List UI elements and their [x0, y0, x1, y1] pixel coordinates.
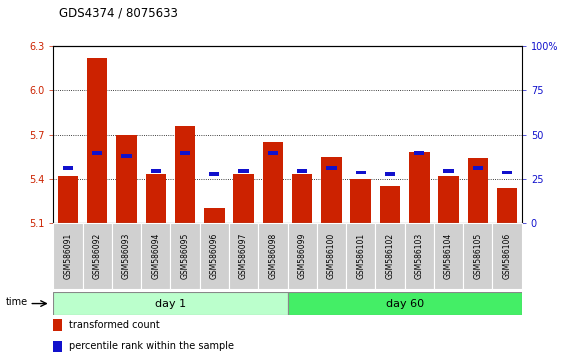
Text: GSM586093: GSM586093: [122, 233, 131, 279]
Bar: [297, 169, 307, 173]
Bar: [204, 208, 224, 223]
FancyBboxPatch shape: [53, 223, 82, 289]
Text: GSM586091: GSM586091: [63, 233, 72, 279]
FancyBboxPatch shape: [171, 223, 200, 289]
Bar: [321, 156, 342, 223]
Bar: [53, 319, 62, 331]
Bar: [497, 188, 517, 223]
Text: GSM586102: GSM586102: [385, 233, 394, 279]
FancyBboxPatch shape: [53, 292, 287, 315]
Text: GSM586096: GSM586096: [210, 233, 219, 279]
Text: GSM586106: GSM586106: [503, 233, 512, 279]
Bar: [87, 58, 108, 223]
Text: GSM586105: GSM586105: [473, 233, 482, 279]
FancyBboxPatch shape: [200, 223, 229, 289]
Bar: [502, 171, 512, 175]
Bar: [380, 186, 400, 223]
Bar: [92, 152, 102, 155]
Bar: [209, 172, 219, 176]
Bar: [292, 174, 312, 223]
FancyBboxPatch shape: [463, 223, 493, 289]
Text: GSM586101: GSM586101: [356, 233, 365, 279]
FancyBboxPatch shape: [287, 292, 522, 315]
Bar: [180, 152, 190, 155]
FancyBboxPatch shape: [82, 223, 112, 289]
Bar: [121, 154, 132, 158]
FancyBboxPatch shape: [229, 223, 258, 289]
Text: GDS4374 / 8075633: GDS4374 / 8075633: [59, 6, 178, 19]
Bar: [438, 176, 459, 223]
Bar: [473, 166, 483, 170]
Text: GSM586100: GSM586100: [327, 233, 336, 279]
FancyBboxPatch shape: [258, 223, 287, 289]
Bar: [351, 179, 371, 223]
Bar: [58, 176, 78, 223]
Text: GSM586095: GSM586095: [181, 233, 190, 279]
Bar: [356, 171, 366, 175]
Text: GSM586097: GSM586097: [239, 233, 248, 279]
Bar: [385, 172, 395, 176]
Text: percentile rank within the sample: percentile rank within the sample: [69, 342, 234, 352]
Text: GSM586098: GSM586098: [268, 233, 277, 279]
FancyBboxPatch shape: [141, 223, 171, 289]
FancyBboxPatch shape: [375, 223, 404, 289]
Text: GSM586104: GSM586104: [444, 233, 453, 279]
FancyBboxPatch shape: [317, 223, 346, 289]
Bar: [409, 152, 430, 223]
Bar: [414, 152, 424, 155]
Bar: [263, 142, 283, 223]
Bar: [443, 169, 454, 173]
Bar: [268, 152, 278, 155]
Text: time: time: [6, 297, 27, 307]
Bar: [467, 158, 488, 223]
FancyBboxPatch shape: [404, 223, 434, 289]
Bar: [233, 174, 254, 223]
Text: transformed count: transformed count: [69, 320, 159, 330]
FancyBboxPatch shape: [434, 223, 463, 289]
Text: GSM586103: GSM586103: [415, 233, 424, 279]
Bar: [63, 166, 73, 170]
Bar: [327, 166, 337, 170]
Text: GSM586092: GSM586092: [93, 233, 102, 279]
Bar: [116, 135, 137, 223]
FancyBboxPatch shape: [493, 223, 522, 289]
Bar: [175, 126, 195, 223]
FancyBboxPatch shape: [287, 223, 317, 289]
Text: day 60: day 60: [385, 298, 424, 309]
Text: GSM586099: GSM586099: [298, 233, 307, 279]
Bar: [238, 169, 249, 173]
Bar: [145, 174, 166, 223]
Bar: [151, 169, 161, 173]
FancyBboxPatch shape: [346, 223, 375, 289]
FancyBboxPatch shape: [112, 223, 141, 289]
Text: GSM586094: GSM586094: [151, 233, 160, 279]
Text: day 1: day 1: [155, 298, 186, 309]
Bar: [53, 341, 62, 353]
